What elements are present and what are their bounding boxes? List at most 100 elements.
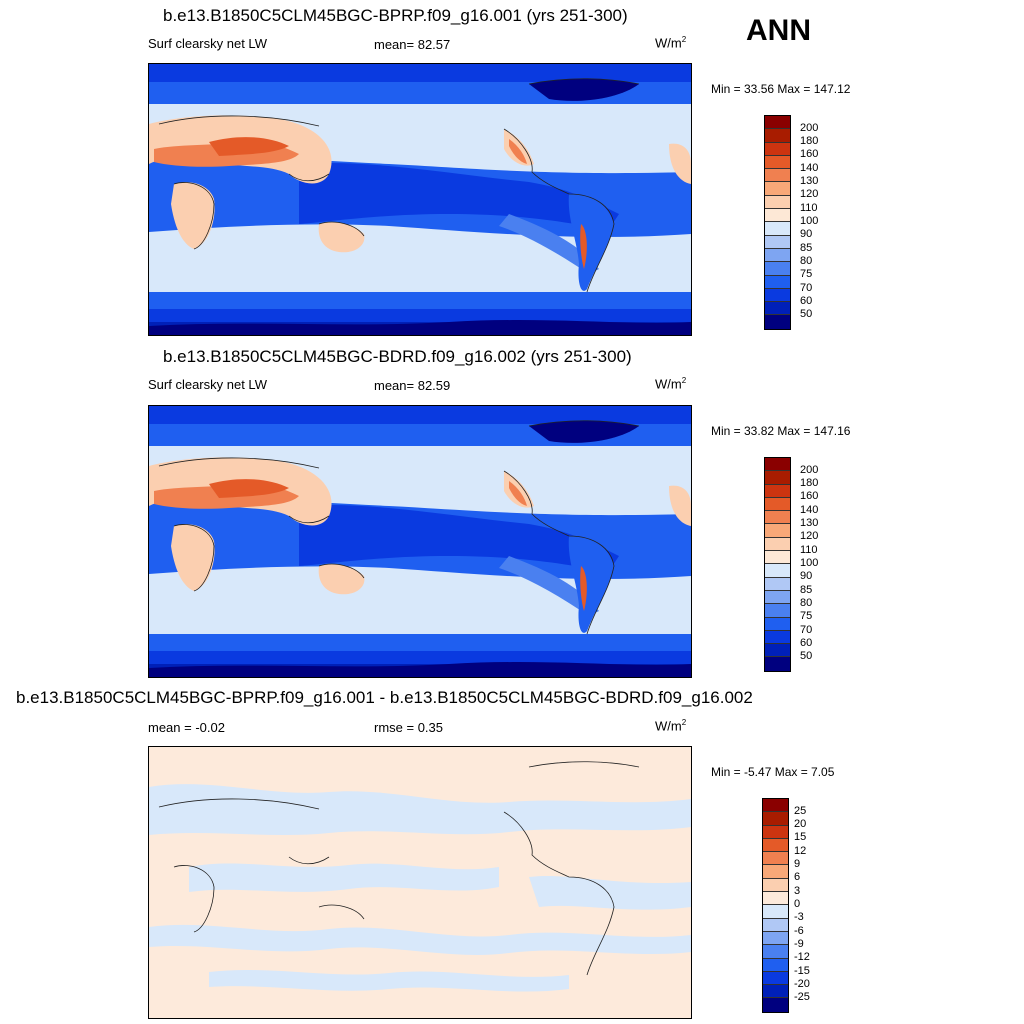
colorbar-tick-label: 200 <box>800 464 819 476</box>
colorbar-tick-label: 60 <box>800 295 813 307</box>
panel-3-colorbar-swatch <box>763 878 788 893</box>
panel-3-colorbar-swatch <box>763 971 788 986</box>
panel-1-title: b.e13.B1850C5CLM45BGC-BPRP.f09_g16.001 (… <box>163 6 628 25</box>
panel-3-colorbar-swatch <box>763 838 788 853</box>
panel-1-mean-label: mean= 82.57 <box>374 37 451 52</box>
colorbar-tick-label: 100 <box>800 557 819 569</box>
panel-3-colorbar-swatch <box>763 905 788 919</box>
panel-2-colorbar-swatch <box>765 577 790 591</box>
panel-1-colorbar-swatch <box>765 288 790 303</box>
panel-1-colorbar-ticks: 200 180 160 140 130 120 110 100 90 85 80… <box>800 115 840 328</box>
colorbar-tick-label: 160 <box>800 490 819 502</box>
colorbar-tick-label: 75 <box>800 268 813 280</box>
colorbar-tick-label: 140 <box>800 162 819 174</box>
colorbar-tick-label: 110 <box>800 202 818 214</box>
panel-2-colorbar-swatch <box>765 604 790 618</box>
panel-1-colorbar-swatch <box>765 169 790 183</box>
panel-2-colorbar-swatch <box>765 511 790 525</box>
panel-2-title: b.e13.B1850C5CLM45BGC-BDRD.f09_g16.002 (… <box>163 347 632 366</box>
panel-3-colorbar-ticks: 25 20 15 12 9 6 3 0 -3 -6 -9 -12 -15 -20… <box>794 798 834 1011</box>
colorbar-tick-label: 50 <box>800 650 813 662</box>
panel-1-colorbar-swatch <box>765 195 790 210</box>
colorbar-tick-label: -20 <box>794 978 810 990</box>
panel-3-map <box>148 746 692 1019</box>
panel-2-colorbar <box>764 457 791 672</box>
colorbar-tick-label: 85 <box>800 242 813 254</box>
panel-1-colorbar-swatch <box>765 116 790 130</box>
colorbar-tick-label: 70 <box>800 624 813 636</box>
colorbar-tick-label: 90 <box>800 570 813 582</box>
panel-3-mean-label: mean = -0.02 <box>148 720 225 735</box>
colorbar-tick-label: 160 <box>800 148 819 160</box>
panel-1-map-svg <box>149 64 691 335</box>
colorbar-tick-label: 200 <box>800 122 819 134</box>
panel-2-colorbar-swatch <box>765 564 790 578</box>
colorbar-tick-label: 120 <box>800 530 819 542</box>
colorbar-tick-label: -12 <box>794 951 810 963</box>
panel-2-colorbar-swatch <box>765 644 790 658</box>
panel-2-colorbar-swatch <box>765 657 790 671</box>
panel-3-colorbar-swatch <box>763 892 788 906</box>
panel-2-colorbar-swatch <box>765 524 790 538</box>
colorbar-tick-label: 50 <box>800 308 813 320</box>
panel-1-colorbar-swatch <box>765 315 790 329</box>
panel-1-colorbar-swatch <box>765 209 790 223</box>
panel-2-mean-label: mean= 82.59 <box>374 378 451 393</box>
colorbar-tick-label: -6 <box>794 925 804 937</box>
panel-1-colorbar-swatch <box>765 262 790 276</box>
colorbar-tick-label: 60 <box>800 637 813 649</box>
panel-3-rmse-label: rmse = 0.35 <box>374 720 444 735</box>
colorbar-tick-label: 90 <box>800 228 813 240</box>
panel-3-colorbar-swatch <box>763 799 788 813</box>
colorbar-tick-label: -15 <box>794 965 810 977</box>
panel-1-units-label: W/m2 <box>655 35 687 51</box>
panel-2-map <box>148 405 692 678</box>
panel-1-colorbar-swatch <box>765 182 790 196</box>
panel-3-colorbar-swatch <box>763 945 788 959</box>
panel-3-units-label: W/m2 <box>655 718 687 734</box>
panel-3-colorbar-swatch <box>763 825 788 839</box>
panel-1-colorbar-swatch <box>765 302 790 316</box>
panel-2-map-svg <box>149 406 691 677</box>
panel-3-colorbar-swatch <box>763 958 788 972</box>
colorbar-tick-label: 85 <box>800 584 813 596</box>
panel-1-colorbar-swatch <box>765 129 790 143</box>
panel-2-colorbar-swatch <box>765 471 790 485</box>
panel-3-colorbar-swatch <box>763 998 788 1012</box>
panel-2-variable-label: Surf clearsky net LW <box>148 377 267 392</box>
panel-3-colorbar-swatch <box>763 865 788 879</box>
panel-2-colorbar-swatch <box>765 537 790 552</box>
panel-3-colorbar-swatch <box>763 931 788 946</box>
panel-2-minmax-label: Min = 33.82 Max = 147.16 <box>711 424 851 438</box>
colorbar-tick-label: -3 <box>794 911 804 923</box>
colorbar-tick-label: -25 <box>794 991 810 1003</box>
panel-1-colorbar <box>764 115 791 330</box>
colorbar-tick-label: -9 <box>794 938 804 950</box>
panel-2-units-label: W/m2 <box>655 376 687 392</box>
panel-1-minmax-label: Min = 33.56 Max = 147.12 <box>711 82 851 96</box>
panel-2-colorbar-swatch <box>765 590 790 605</box>
colorbar-tick-label: 130 <box>800 175 819 187</box>
colorbar-tick-label: 3 <box>794 885 801 897</box>
season-label: ANN <box>746 14 811 47</box>
panel-1-colorbar-swatch <box>765 142 790 156</box>
colorbar-tick-label: 15 <box>794 831 807 843</box>
panel-2-colorbar-swatch <box>765 630 790 645</box>
colorbar-tick-label: 120 <box>800 188 819 200</box>
colorbar-tick-label: 0 <box>794 898 801 910</box>
panel-1-colorbar-swatch <box>765 235 790 249</box>
colorbar-tick-label: 140 <box>800 504 819 516</box>
panel-3-colorbar <box>762 798 789 1013</box>
colorbar-tick-label: 130 <box>800 517 819 529</box>
panel-3-title: b.e13.B1850C5CLM45BGC-BPRP.f09_g16.001 -… <box>16 688 753 707</box>
colorbar-tick-label: 180 <box>800 135 819 147</box>
panel-1-colorbar-swatch <box>765 222 790 236</box>
panel-2-colorbar-ticks: 200 180 160 140 130 120 110 100 90 85 80… <box>800 457 840 670</box>
colorbar-tick-label: 180 <box>800 477 819 489</box>
colorbar-tick-label: 100 <box>800 215 819 227</box>
panel-2-colorbar-swatch <box>765 497 790 512</box>
panel-3-colorbar-swatch <box>763 918 788 932</box>
panel-3-colorbar-swatch <box>763 812 788 826</box>
panel-1-map <box>148 63 692 336</box>
colorbar-tick-label: 75 <box>800 610 813 622</box>
